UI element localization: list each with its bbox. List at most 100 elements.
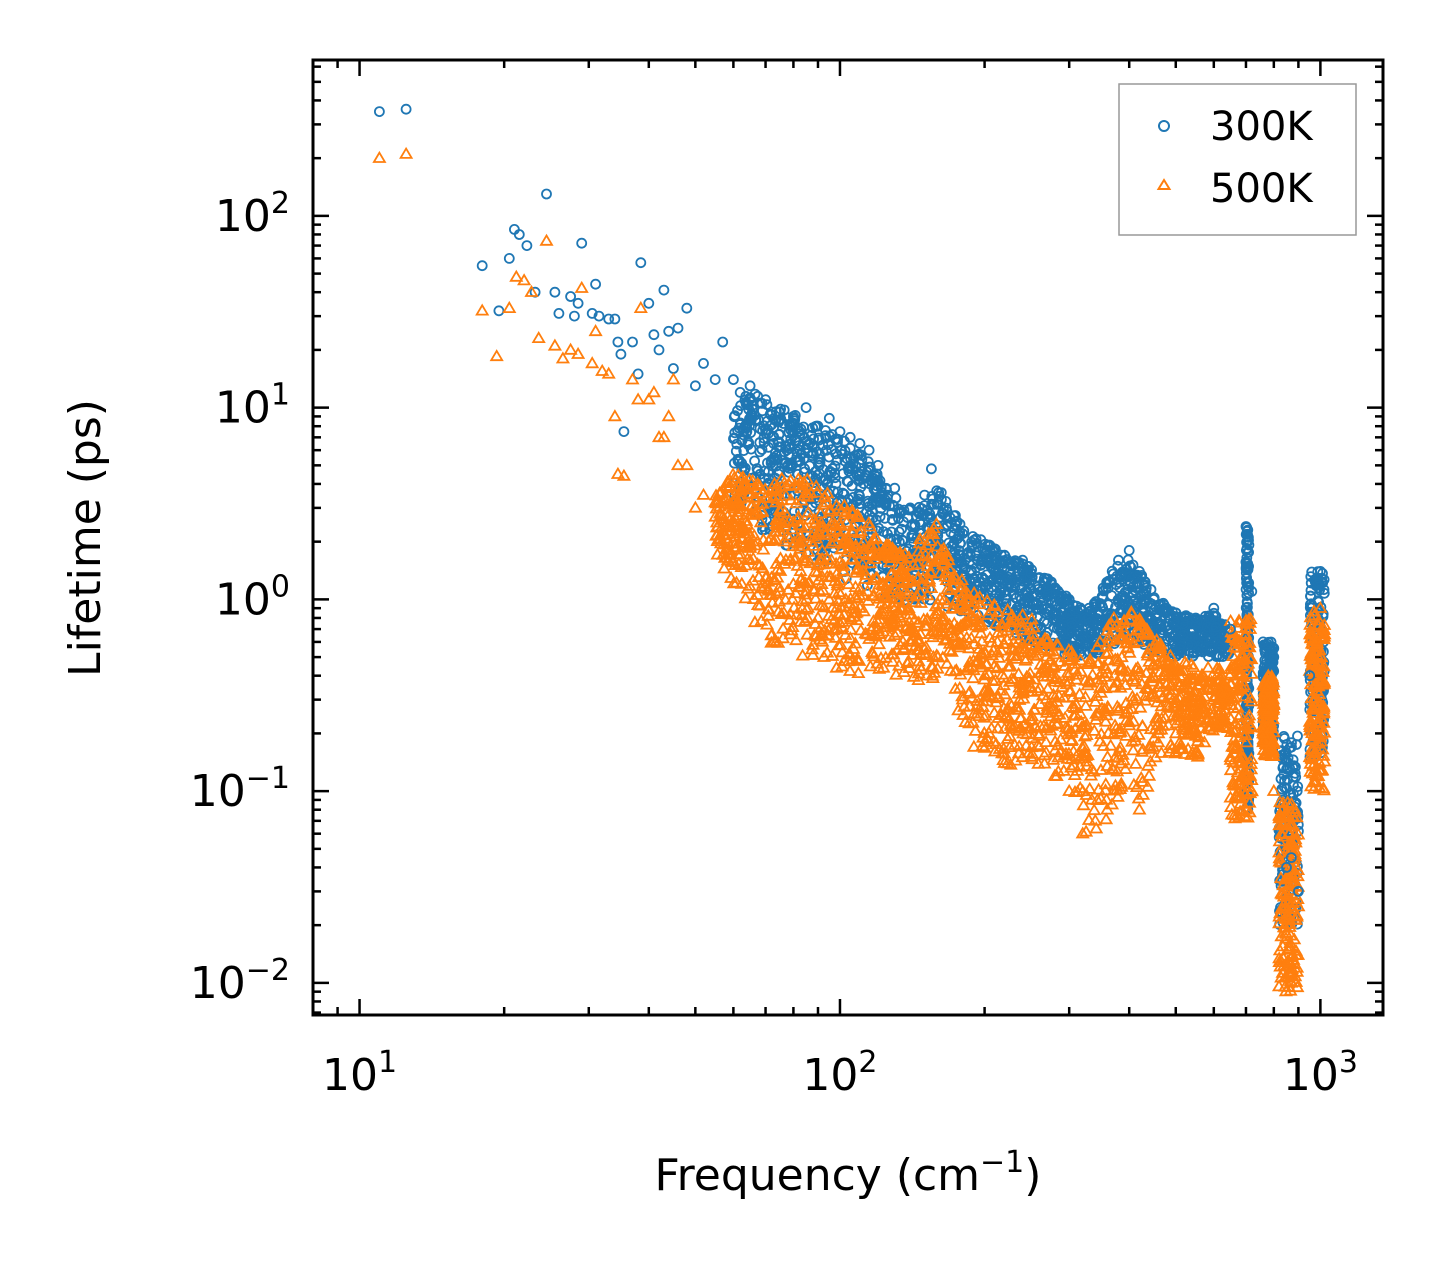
data-point-300k [891, 533, 903, 545]
data-point-500k [1095, 665, 1110, 678]
data-point-500k [909, 588, 924, 601]
data-point-300k [590, 278, 601, 290]
data-point-500k [885, 546, 900, 559]
data-point-300k [1009, 555, 1021, 567]
data-point-500k [771, 635, 786, 648]
data-point-500k [1090, 792, 1105, 805]
data-point-500k [829, 660, 844, 673]
data-point-500k [1286, 902, 1301, 915]
data-point-300k [886, 514, 898, 525]
data-point-300k [763, 441, 774, 453]
data-point-500k [996, 678, 1011, 691]
data-point-300k [1027, 597, 1039, 609]
data-point-500k [1056, 690, 1072, 703]
data-point-500k [1303, 630, 1318, 643]
data-point-300k [792, 468, 804, 480]
data-point-500k [1127, 730, 1142, 743]
data-point-300k [1265, 648, 1276, 660]
data-point-500k [825, 648, 840, 661]
data-point-500k [1234, 680, 1250, 693]
data-point-500k [868, 629, 884, 642]
data-point-500k [1176, 706, 1191, 719]
data-point-500k [1288, 912, 1303, 925]
data-point-500k [753, 515, 768, 528]
data-point-500k [1281, 841, 1296, 854]
data-point-500k [736, 502, 751, 515]
data-point-500k [734, 576, 749, 589]
data-point-500k [1260, 678, 1275, 691]
data-point-500k [1064, 760, 1079, 773]
data-point-500k [813, 519, 828, 532]
data-point-300k [784, 462, 795, 474]
data-point-300k [663, 325, 675, 337]
data-point-300k [730, 445, 742, 457]
data-point-500k [967, 637, 982, 649]
data-point-300k [823, 412, 835, 424]
data-point-500k [1316, 781, 1331, 794]
data-point-500k [986, 734, 1001, 747]
data-point-500k [1018, 653, 1033, 666]
data-point-300k [1102, 599, 1114, 611]
dense-points-layer [708, 388, 1332, 997]
data-point-500k [1033, 657, 1048, 670]
data-point-300k [770, 460, 782, 472]
data-point-500k [1177, 655, 1192, 668]
data-point-500k [1204, 674, 1219, 687]
data-point-300k [861, 506, 872, 518]
data-point-300k [635, 257, 647, 269]
data-point-500k [784, 623, 799, 636]
data-point-500k [966, 671, 981, 684]
data-point-500k [824, 536, 839, 549]
data-point-500k [906, 669, 921, 682]
data-point-500k [1166, 683, 1181, 696]
data-point-500k [1126, 743, 1141, 756]
data-point-500k [1263, 739, 1278, 752]
data-point-300k [947, 539, 959, 550]
data-point-500k [1127, 668, 1142, 681]
data-point-300k [804, 460, 815, 472]
data-point-500k [1004, 718, 1019, 731]
data-point-500k [1288, 804, 1303, 817]
data-point-500k [1134, 770, 1149, 783]
data-point-500k [1025, 709, 1040, 722]
data-point-300k [698, 357, 709, 369]
data-point-500k [1259, 681, 1275, 694]
data-point-500k [984, 603, 999, 616]
data-point-300k [1048, 613, 1059, 625]
data-point-500k [1083, 768, 1099, 781]
data-point-500k [836, 653, 851, 666]
data-point-500k [846, 641, 861, 654]
data-point-300k [780, 440, 792, 452]
data-point-300k [643, 297, 655, 309]
data-point-500k [1003, 659, 1018, 672]
data-point-500k [1066, 758, 1081, 771]
data-point-300k [1278, 769, 1290, 781]
data-point-500k [1113, 740, 1128, 753]
data-point-300k [865, 475, 877, 487]
data-point-500k [958, 599, 973, 612]
data-point-300k [1127, 603, 1138, 615]
data-point-500k [1304, 691, 1319, 704]
data-point-500k [832, 529, 848, 542]
data-point-500k [937, 555, 952, 568]
data-point-500k [1083, 674, 1098, 687]
data-point-500k [1073, 780, 1088, 793]
data-point-500k [1190, 705, 1205, 718]
data-point-500k [1243, 756, 1259, 769]
data-point-500k [1099, 708, 1114, 721]
data-point-500k [756, 576, 771, 589]
data-point-500k [728, 558, 743, 570]
data-point-500k [1310, 655, 1325, 668]
data-point-300k [812, 420, 824, 432]
data-point-300k [1160, 620, 1171, 632]
data-point-500k [1289, 908, 1304, 921]
data-point-500k [1081, 812, 1096, 825]
data-point-500k [730, 525, 745, 538]
data-point-500k [962, 654, 978, 667]
data-point-500k [923, 533, 938, 546]
data-point-500k [769, 586, 784, 599]
data-point-500k [1308, 775, 1323, 788]
data-point-500k [918, 547, 933, 560]
data-point-500k [1102, 629, 1117, 642]
